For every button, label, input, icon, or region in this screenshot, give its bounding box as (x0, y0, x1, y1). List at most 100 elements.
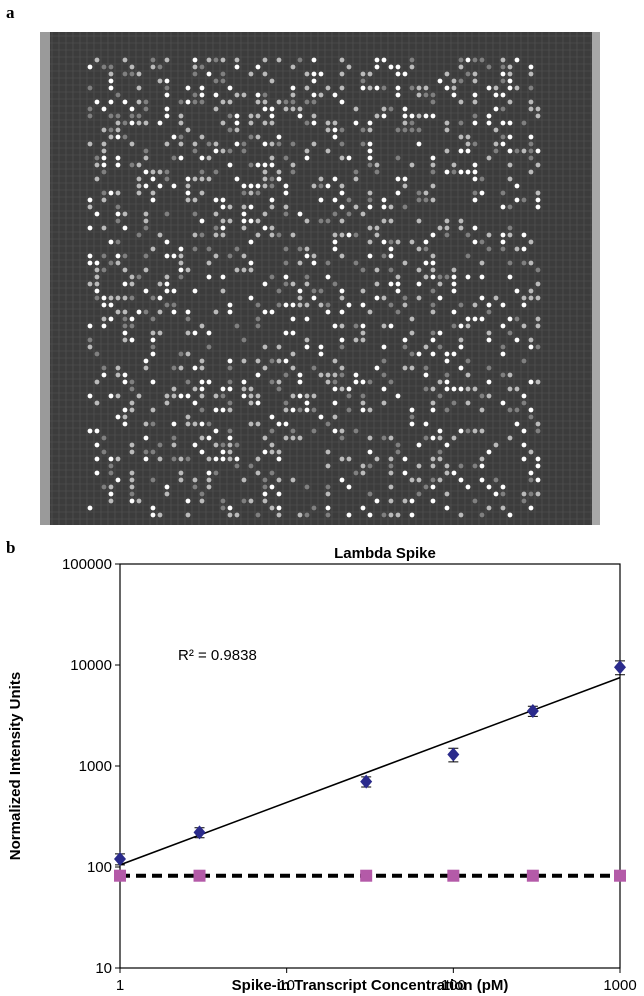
array-spot (409, 351, 415, 357)
array-spot (220, 393, 226, 399)
array-spot (94, 295, 100, 301)
array-spot (430, 162, 436, 168)
array-spot (122, 225, 128, 231)
array-spot (157, 232, 163, 238)
array-spot (248, 393, 254, 399)
array-spot (178, 274, 184, 280)
array-spot (143, 120, 149, 126)
point (447, 869, 460, 882)
array-spot (423, 113, 429, 119)
array-spot (423, 190, 429, 196)
array-spot (479, 393, 485, 399)
array-spot (94, 456, 100, 462)
array-spot (171, 393, 177, 399)
array-spot (402, 113, 408, 119)
array-spot (374, 85, 380, 91)
array-spot (388, 323, 394, 329)
array-spot (297, 260, 303, 266)
array-spot (136, 85, 142, 91)
array-spot (108, 71, 114, 77)
array-spot (423, 274, 429, 280)
array-spot (192, 71, 198, 77)
array-spot (227, 379, 233, 385)
x-tick-label: 1 (116, 977, 124, 994)
array-spot (507, 134, 513, 140)
array-spot (500, 106, 506, 112)
array-spot (304, 148, 310, 154)
array-spot (458, 323, 464, 329)
array-spot (283, 372, 289, 378)
array-spot (290, 99, 296, 105)
array-spot (444, 218, 450, 224)
array-spot (325, 148, 331, 154)
array-spot (129, 120, 135, 126)
array-spot (437, 295, 443, 301)
array-spot (500, 204, 506, 210)
array-spot (262, 365, 268, 371)
array-spot (521, 148, 527, 154)
array-spot (318, 344, 324, 350)
array-spot (444, 169, 450, 175)
array-spot (297, 302, 303, 308)
array-spot (381, 218, 387, 224)
point (526, 869, 539, 882)
array-spot (269, 141, 275, 147)
array-spot (115, 372, 121, 378)
array-spot (115, 162, 121, 168)
array-spot (129, 113, 135, 119)
array-spot (108, 470, 114, 476)
array-spot (451, 470, 457, 476)
array-spot (115, 190, 121, 196)
array-spot (227, 449, 233, 455)
array-spot (325, 484, 331, 490)
array-spot (101, 372, 107, 378)
array-spot (143, 267, 149, 273)
array-spot (164, 400, 170, 406)
array-spot (276, 141, 282, 147)
array-spot (283, 260, 289, 266)
array-spot (353, 428, 359, 434)
array-spot (472, 169, 478, 175)
array-spot (507, 274, 513, 280)
array-spot (528, 106, 534, 112)
array-spot (297, 211, 303, 217)
array-spot (290, 162, 296, 168)
array-spot (500, 491, 506, 497)
array-spot (332, 239, 338, 245)
array-spot (129, 491, 135, 497)
array-spot (409, 64, 415, 70)
array-spot (122, 421, 128, 427)
array-spot (360, 379, 366, 385)
array-spot (143, 365, 149, 371)
array-spot (234, 127, 240, 133)
array-spot (185, 414, 191, 420)
y-tick-label: 100 (87, 859, 112, 876)
array-spot (500, 323, 506, 329)
array-spot (521, 246, 527, 252)
array-spot (122, 71, 128, 77)
array-spot (234, 267, 240, 273)
array-spot (269, 484, 275, 490)
array-spot (206, 176, 212, 182)
array-spot (486, 64, 492, 70)
array-spot (213, 211, 219, 217)
array-spot (269, 232, 275, 238)
array-spot (290, 169, 296, 175)
array-spot (381, 386, 387, 392)
array-spot (304, 302, 310, 308)
array-spot (311, 113, 317, 119)
array-spot (479, 407, 485, 413)
array-spot (171, 253, 177, 259)
array-spot (472, 57, 478, 63)
array-spot (171, 442, 177, 448)
array-spot (290, 393, 296, 399)
array-spot (416, 491, 422, 497)
array-spot (472, 498, 478, 504)
array-spot (332, 400, 338, 406)
array-spot (136, 232, 142, 238)
array-spot (528, 148, 534, 154)
array-spot (360, 337, 366, 343)
array-spot (304, 484, 310, 490)
array-spot (276, 134, 282, 140)
array-spot (283, 106, 289, 112)
